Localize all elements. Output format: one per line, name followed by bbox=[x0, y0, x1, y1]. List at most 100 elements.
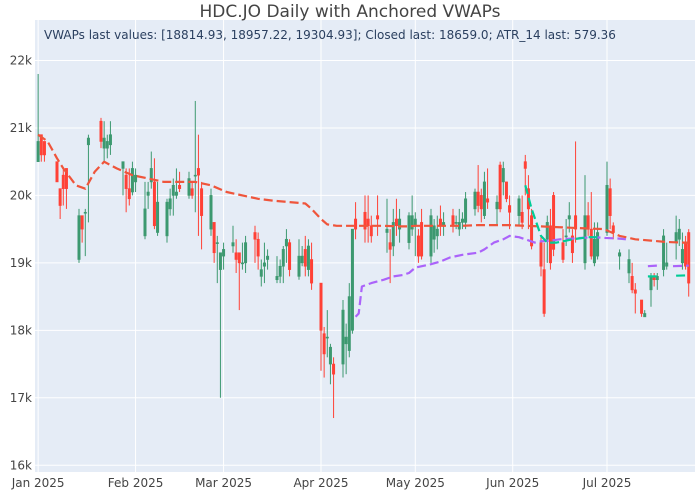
chart-title: HDC.JO Daily with Anchored VWAPs bbox=[200, 2, 501, 22]
candle-body bbox=[574, 215, 578, 230]
candle-body bbox=[611, 225, 615, 233]
candle-body bbox=[394, 218, 398, 227]
x-tick-label: Jun 2025 bbox=[485, 476, 539, 490]
candle-increasing bbox=[174, 168, 178, 199]
candle-body bbox=[130, 168, 134, 193]
candle-decreasing bbox=[332, 357, 336, 419]
y-tick-label: 19k bbox=[10, 256, 32, 270]
x-tick-label: Feb 2025 bbox=[108, 476, 164, 490]
candle-decreasing bbox=[124, 168, 128, 213]
candle-body bbox=[530, 215, 534, 247]
candle-body bbox=[322, 333, 326, 355]
candle-decreasing bbox=[196, 134, 200, 236]
candle-body bbox=[677, 228, 681, 240]
candle-increasing bbox=[218, 252, 222, 398]
candle-increasing bbox=[209, 188, 213, 236]
candle-increasing bbox=[482, 171, 486, 220]
x-tick-label: Jul 2025 bbox=[582, 476, 632, 490]
candle-body bbox=[256, 238, 260, 257]
candle-increasing bbox=[275, 256, 279, 284]
candles bbox=[36, 73, 691, 419]
candle-body bbox=[259, 269, 263, 277]
candle-body bbox=[196, 168, 200, 176]
candle-body bbox=[58, 188, 62, 206]
vwap_anchor_jul_d-line bbox=[672, 264, 689, 268]
x-tick-label: Apr 2025 bbox=[293, 476, 348, 490]
candle-body bbox=[284, 238, 288, 247]
candle-decreasing bbox=[479, 188, 483, 223]
candle-body bbox=[215, 242, 219, 244]
candle-body bbox=[102, 137, 106, 149]
y-tick-label: 16k bbox=[10, 458, 32, 472]
candle-body bbox=[149, 168, 153, 183]
candle-body bbox=[684, 242, 688, 267]
candle-decreasing bbox=[237, 252, 241, 311]
candle-body bbox=[39, 134, 43, 156]
candle-body bbox=[168, 198, 172, 210]
candle-body bbox=[596, 232, 600, 257]
candle-body bbox=[476, 191, 480, 206]
y-tick-label: 21k bbox=[10, 121, 32, 135]
candle-body bbox=[344, 336, 348, 345]
candle-body bbox=[592, 238, 596, 264]
candle-body bbox=[498, 164, 502, 210]
candle-body bbox=[124, 174, 128, 189]
x-tick-label: Mar 2025 bbox=[195, 476, 252, 490]
y-tick-label: 17k bbox=[10, 391, 32, 405]
candle-decreasing bbox=[319, 282, 323, 371]
candle-body bbox=[190, 188, 194, 196]
candle-increasing bbox=[618, 249, 622, 270]
candle-increasing bbox=[165, 198, 169, 243]
candle-decreasing bbox=[539, 235, 543, 277]
candle-increasing bbox=[464, 192, 468, 230]
candle-decreasing bbox=[687, 229, 691, 297]
candle-body bbox=[187, 178, 191, 196]
candle-decreasing bbox=[234, 239, 238, 273]
candle-decreasing bbox=[633, 283, 637, 314]
candle-body bbox=[303, 249, 307, 267]
candle-decreasing bbox=[152, 158, 156, 230]
candle-decreasing bbox=[58, 188, 62, 220]
candle-body bbox=[643, 313, 647, 318]
candle-increasing bbox=[262, 242, 266, 284]
candle-body bbox=[517, 198, 521, 216]
candle-increasing bbox=[297, 239, 301, 280]
candle-decreasing bbox=[570, 229, 574, 263]
candle-increasing bbox=[410, 195, 414, 236]
candle-decreasing bbox=[388, 229, 392, 284]
y-tick-label: 20k bbox=[10, 188, 32, 202]
candle-body bbox=[83, 211, 87, 214]
candle-body bbox=[369, 225, 373, 237]
candle-body bbox=[486, 198, 490, 203]
candle-body bbox=[234, 252, 238, 260]
candle-decreasing bbox=[476, 165, 480, 213]
candle-increasing bbox=[284, 229, 288, 263]
candle-increasing bbox=[350, 228, 354, 334]
candle-body bbox=[178, 184, 182, 189]
candle-body bbox=[508, 205, 512, 213]
candle-body bbox=[618, 252, 622, 257]
candle-body bbox=[567, 215, 571, 220]
candle-decreasing bbox=[190, 181, 194, 199]
candle-body bbox=[674, 232, 678, 243]
candle-increasing bbox=[108, 121, 112, 155]
candle-increasing bbox=[473, 188, 477, 216]
candle-body bbox=[237, 252, 241, 264]
candle-body bbox=[589, 228, 593, 257]
candle-decreasing bbox=[520, 195, 524, 230]
candle-increasing bbox=[460, 212, 464, 230]
candle-body bbox=[552, 195, 556, 250]
candle-decreasing bbox=[61, 168, 65, 206]
candle-body bbox=[564, 235, 568, 238]
candle-body bbox=[275, 276, 279, 281]
candle-increasing bbox=[222, 242, 226, 270]
candle-increasing bbox=[391, 208, 395, 257]
candle-body bbox=[152, 181, 156, 227]
candle-body bbox=[570, 235, 574, 254]
candle-increasing bbox=[627, 249, 631, 284]
candle-body bbox=[363, 211, 367, 230]
candle-decreasing bbox=[200, 181, 204, 250]
candle-body bbox=[146, 191, 150, 196]
